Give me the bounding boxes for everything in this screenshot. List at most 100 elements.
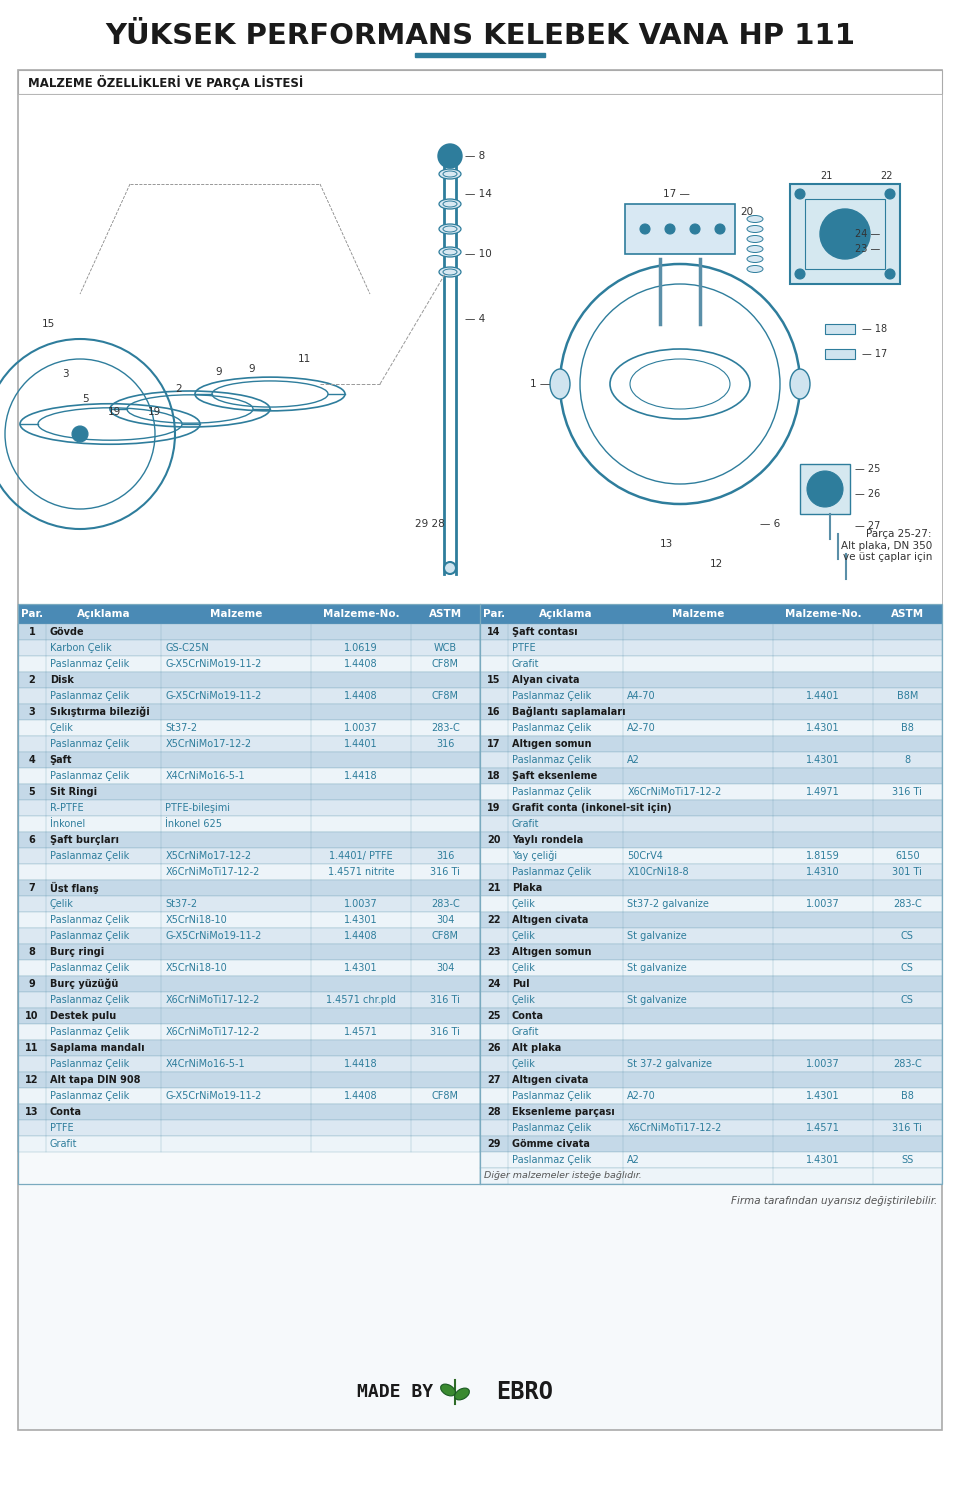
Text: 2: 2	[175, 384, 181, 393]
Ellipse shape	[439, 247, 461, 256]
Text: 1.0619: 1.0619	[345, 644, 378, 653]
Text: 13: 13	[660, 539, 673, 548]
Bar	[18, 1040, 480, 1056]
Text: B8: B8	[900, 1091, 914, 1101]
Text: 29 28: 29 28	[415, 519, 444, 529]
Text: Şaft: Şaft	[50, 755, 72, 764]
Text: Malzeme-No.: Malzeme-No.	[784, 609, 861, 618]
Text: B8M: B8M	[897, 691, 918, 700]
Text: Çelik: Çelik	[512, 898, 536, 909]
Text: X6CrNiMoTi17-12-2: X6CrNiMoTi17-12-2	[165, 867, 259, 878]
Text: Conta: Conta	[512, 1012, 543, 1021]
Text: 1.4401: 1.4401	[345, 739, 378, 749]
Text: 19: 19	[487, 803, 500, 814]
Bar	[800, 463, 850, 514]
Text: 6150: 6150	[895, 851, 920, 861]
Text: 28: 28	[487, 1107, 501, 1118]
Bar	[18, 928, 480, 945]
Text: G-X5CrNiMo19-11-2: G-X5CrNiMo19-11-2	[165, 691, 261, 700]
Text: 3: 3	[62, 370, 68, 378]
Bar	[480, 945, 942, 960]
Text: Paslanmaz Çelik: Paslanmaz Çelik	[50, 915, 129, 925]
Text: G-X5CrNiMo19-11-2: G-X5CrNiMo19-11-2	[165, 1091, 261, 1101]
Ellipse shape	[747, 235, 763, 243]
Text: PTFE: PTFE	[512, 644, 536, 653]
Text: Alyan civata: Alyan civata	[512, 675, 579, 685]
Text: Altıgen somun: Altıgen somun	[512, 948, 591, 957]
Text: A4-70: A4-70	[627, 691, 656, 700]
Text: 1.4301: 1.4301	[806, 755, 840, 764]
Bar	[480, 736, 942, 752]
Text: 316 Ti: 316 Ti	[430, 1027, 460, 1037]
Text: 1.0037: 1.0037	[806, 1059, 840, 1068]
Bar	[480, 1071, 942, 1088]
Bar	[18, 784, 480, 800]
Text: Firma tarafından uyarısız değiştirilebilir.: Firma tarafından uyarısız değiştirilebil…	[731, 1196, 937, 1205]
Text: Paslanmaz Çelik: Paslanmaz Çelik	[50, 1027, 129, 1037]
Text: 316 Ti: 316 Ti	[893, 787, 923, 797]
Text: Paslanmaz Çelik: Paslanmaz Çelik	[50, 691, 129, 700]
Text: Grafit: Grafit	[50, 1138, 77, 1149]
Text: St galvanize: St galvanize	[627, 963, 687, 973]
Text: Par.: Par.	[483, 609, 505, 618]
Bar	[415, 54, 545, 57]
Text: 1.4301: 1.4301	[806, 723, 840, 733]
Bar	[480, 767, 942, 784]
Text: X5CrNiMo17-12-2: X5CrNiMo17-12-2	[165, 851, 252, 861]
Text: 17: 17	[487, 739, 500, 749]
Text: PTFE-bileşimi: PTFE-bileşimi	[165, 803, 230, 814]
Bar	[18, 1120, 480, 1135]
Text: 1.0037: 1.0037	[345, 723, 378, 733]
Text: Paslanmaz Çelik: Paslanmaz Çelik	[512, 787, 591, 797]
Text: 27: 27	[487, 1074, 500, 1085]
Circle shape	[795, 270, 805, 279]
Text: X5CrNi18-10: X5CrNi18-10	[165, 963, 227, 973]
Bar	[18, 895, 480, 912]
Bar	[480, 641, 942, 656]
Text: X10CrNi18-8: X10CrNi18-8	[627, 867, 689, 878]
Bar	[18, 864, 480, 881]
Text: 15: 15	[42, 319, 56, 329]
Bar	[480, 624, 942, 641]
Text: 1.4971: 1.4971	[806, 787, 840, 797]
Text: 20: 20	[487, 834, 500, 845]
Bar	[18, 1009, 480, 1024]
Text: Malzeme: Malzeme	[672, 609, 725, 618]
Ellipse shape	[439, 224, 461, 234]
Bar	[18, 1056, 480, 1071]
Text: 316 Ti: 316 Ti	[430, 867, 460, 878]
Text: Paslanmaz Çelik: Paslanmaz Çelik	[50, 739, 129, 749]
Bar	[480, 688, 942, 703]
Bar	[805, 200, 885, 270]
Text: 5: 5	[29, 787, 36, 797]
Text: G-X5CrNiMo19-11-2: G-X5CrNiMo19-11-2	[165, 931, 261, 942]
Ellipse shape	[747, 246, 763, 252]
Text: 23 —: 23 —	[854, 244, 880, 253]
Text: 8: 8	[904, 755, 910, 764]
Text: 17 —: 17 —	[663, 189, 690, 200]
Bar	[18, 703, 480, 720]
Text: 26: 26	[487, 1043, 500, 1053]
Text: St 37-2 galvanize: St 37-2 galvanize	[627, 1059, 712, 1068]
Text: A2: A2	[627, 1155, 640, 1165]
Bar	[18, 624, 480, 641]
Text: 18: 18	[487, 770, 501, 781]
Text: Paslanmaz Çelik: Paslanmaz Çelik	[50, 931, 129, 942]
Text: X4CrNiMo16-5-1: X4CrNiMo16-5-1	[165, 1059, 245, 1068]
Text: EBRO: EBRO	[496, 1380, 554, 1404]
Text: 301 Ti: 301 Ti	[893, 867, 923, 878]
Text: 3: 3	[29, 706, 36, 717]
Bar	[790, 183, 900, 285]
Text: Altıgen somun: Altıgen somun	[512, 739, 591, 749]
Text: Grafit: Grafit	[512, 1027, 540, 1037]
Text: X6CrNiMoTi17-12-2: X6CrNiMoTi17-12-2	[627, 787, 722, 797]
Circle shape	[72, 426, 88, 443]
Text: — 4: — 4	[465, 314, 485, 323]
Text: MADE BY: MADE BY	[357, 1383, 433, 1401]
Text: Plaka: Plaka	[512, 884, 542, 893]
Text: Eksenleme parçası: Eksenleme parçası	[512, 1107, 614, 1118]
Bar	[18, 960, 480, 976]
Ellipse shape	[444, 562, 456, 574]
Text: WCB: WCB	[434, 644, 457, 653]
Bar	[480, 1168, 942, 1185]
